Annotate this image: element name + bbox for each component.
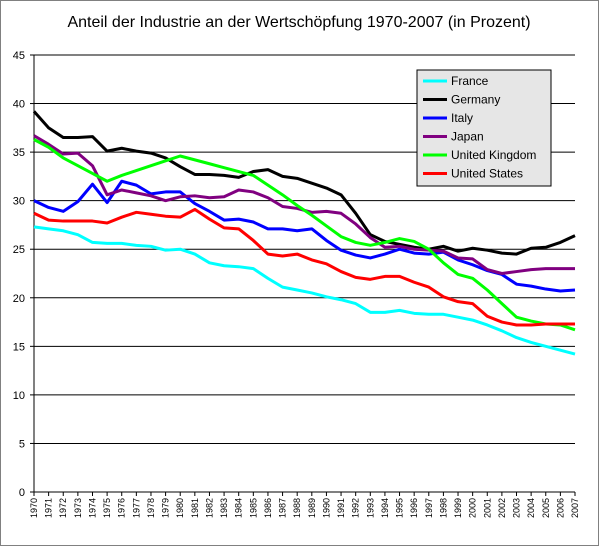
x-tick-label: 1988 <box>292 498 302 518</box>
chart-title: Anteil der Industrie an der Wertschöpfun… <box>67 14 530 31</box>
x-tick-label: 1975 <box>102 498 112 518</box>
y-tick-label: 20 <box>13 293 25 305</box>
series-line-italy <box>33 179 576 293</box>
x-tick-label: 1995 <box>395 498 405 518</box>
series-line-united-kingdom <box>33 138 576 332</box>
y-tick-label: 0 <box>19 487 25 499</box>
series-lines <box>32 110 576 356</box>
series-line-france <box>33 225 576 356</box>
legend: France Germany Italy Japan United Kingdom Uni… <box>416 69 552 187</box>
x-tick-label: 1974 <box>87 498 97 518</box>
x-tick-label: 1996 <box>409 498 419 518</box>
x-tick-label: 1972 <box>58 498 68 518</box>
x-axis: 1970 1971 1972 1973 1974 1975 1976 1977 1978 1979… <box>29 491 580 518</box>
x-tick-label: 1999 <box>453 498 463 518</box>
legend-label: France <box>451 74 489 88</box>
x-tick-label: 2007 <box>570 498 580 518</box>
x-tick-label: 1991 <box>336 498 346 518</box>
x-tick-label: 2003 <box>512 498 522 518</box>
x-tick-label: 1992 <box>351 498 361 518</box>
x-tick-label: 1979 <box>161 498 171 518</box>
x-tick-label: 1973 <box>73 498 83 518</box>
x-tick-label: 1981 <box>190 498 200 518</box>
legend-label: United States <box>451 167 523 181</box>
legend-label: Japan <box>451 130 484 144</box>
x-tick-label: 1984 <box>234 498 244 518</box>
y-tick-label: 5 <box>19 438 25 450</box>
legend-label: United Kingdom <box>451 148 536 162</box>
x-tick-label: 1993 <box>365 498 375 518</box>
x-tick-label: 2002 <box>497 498 507 518</box>
x-tick-label: 1998 <box>438 498 448 518</box>
y-tick-label: 10 <box>13 390 25 402</box>
y-tick-label: 25 <box>13 244 25 256</box>
x-tick-label: 1977 <box>131 498 141 518</box>
y-tick-label: 35 <box>13 147 25 159</box>
y-tick-label: 40 <box>13 99 25 111</box>
x-tick-label: 1980 <box>175 498 185 518</box>
x-tick-label: 1971 <box>44 498 54 518</box>
y-axis: 0 5 10 15 20 25 30 35 40 45 <box>13 50 35 499</box>
x-tick-label: 2005 <box>541 498 551 518</box>
x-tick-label: 2004 <box>526 498 536 518</box>
series-line-germany <box>32 110 576 256</box>
x-tick-label: 1976 <box>117 498 127 518</box>
x-tick-label: 1990 <box>321 498 331 518</box>
legend-box <box>416 69 552 187</box>
x-tick-label: 1989 <box>307 498 317 518</box>
y-tick-label: 15 <box>13 341 25 353</box>
x-tick-label: 1987 <box>278 498 288 518</box>
x-tick-label: 1985 <box>248 498 258 518</box>
legend-label: Germany <box>451 93 500 107</box>
series-line-united-states <box>33 207 575 327</box>
x-tick-label: 1970 <box>29 498 39 518</box>
x-tick-label: 1983 <box>219 498 229 518</box>
x-tick-label: 1997 <box>424 498 434 518</box>
x-tick-label: 2001 <box>482 498 492 518</box>
legend-label: Italy <box>451 111 473 125</box>
x-tick-label: 1986 <box>263 498 273 518</box>
x-tick-label: 2000 <box>468 498 478 518</box>
x-tick-label: 1982 <box>204 498 214 518</box>
x-tick-label: 1994 <box>380 498 390 518</box>
y-tick-label: 45 <box>13 50 25 62</box>
x-tick-label: 1978 <box>146 498 156 518</box>
y-tick-label: 30 <box>13 196 25 208</box>
x-tick-label: 2006 <box>555 498 565 518</box>
